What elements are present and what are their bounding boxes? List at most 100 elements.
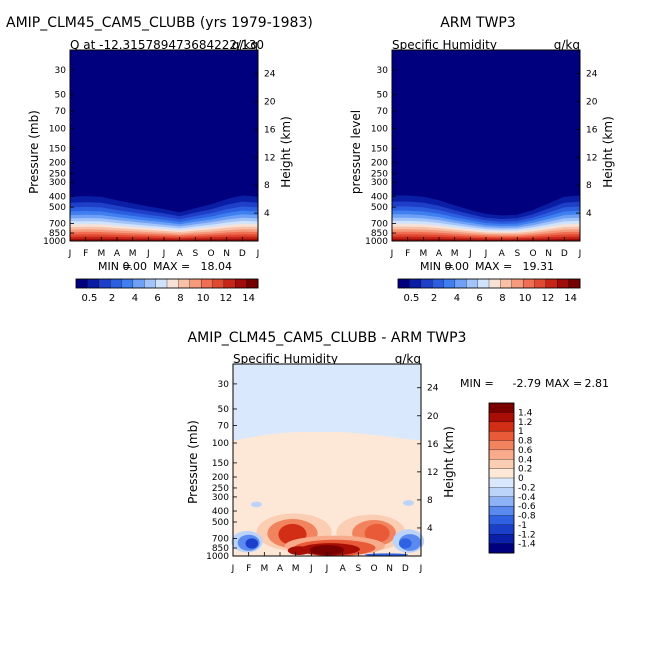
xtick-label: J [419, 564, 423, 574]
panel-obs: ARM TWP3 Specific Humidity g/kg 30 50 70 10… [349, 15, 615, 304]
colorbar-swatch [545, 278, 558, 289]
xtick-label: A [177, 249, 184, 259]
panel-obs-ylabel: pressure level [349, 110, 363, 194]
panel-model-max-value: 18.04 [201, 260, 233, 273]
ytick-right-label: 24 [264, 70, 276, 80]
colorbar-swatch [98, 278, 111, 289]
ytick-right-label: 4 [427, 524, 433, 534]
xtick-label: D [561, 249, 568, 259]
ytick-right-label: 20 [586, 98, 598, 108]
ytick-label: 50 [218, 405, 230, 415]
ytick-label: 30 [55, 66, 67, 76]
colorbar-frame [397, 278, 581, 289]
colorbar-label: 0.4 [518, 455, 533, 465]
panel-model-max-label: MAX = [153, 260, 190, 273]
contour-blob [245, 538, 259, 549]
xtick-label: J [390, 249, 394, 259]
panel-obs-max-label: MAX = [475, 260, 512, 273]
panel-obs-min-label: MIN = [420, 260, 454, 273]
panel-diff-units: g/kg [395, 352, 421, 366]
xtick-label: A [499, 249, 506, 259]
colorbar-swatch [121, 278, 134, 289]
panel-obs-min-value: 0.00 [445, 260, 470, 273]
ytick-right-label: 12 [586, 153, 597, 163]
ytick-label: 200 [49, 158, 66, 168]
colorbar-swatch [155, 278, 168, 289]
panel-diff: AMIP_CLM45_CAM5_CLUBB - ARM TWP3 Specifi… [186, 330, 609, 574]
colorbar-swatch [568, 278, 581, 289]
panel-model-ylabel-right: Height (km) [279, 116, 293, 187]
colorbar-label: 6 [476, 293, 482, 304]
ytick-right-label: 12 [264, 153, 275, 163]
ytick-right-label: 24 [586, 70, 598, 80]
ytick-right-label: 8 [264, 181, 270, 191]
colorbar-swatch [488, 477, 515, 488]
xtick-label: M [129, 249, 137, 259]
colorbar-swatch [488, 459, 515, 470]
ytick-label: 200 [212, 473, 229, 483]
ytick-label: 50 [377, 91, 389, 101]
colorbar-swatch [488, 440, 515, 451]
panel-diff-max-label: MAX = [545, 377, 582, 390]
xtick-label: F [405, 249, 410, 259]
colorbar-label: 0 [518, 474, 524, 484]
colorbar-label: 1.4 [518, 408, 533, 418]
xtick-label: J [578, 249, 582, 259]
colorbar-swatch [397, 278, 410, 289]
panel-model-colorbar: 0.5 2 4 6 8 10 12 14 [75, 278, 259, 304]
xtick-label: N [223, 249, 230, 259]
colorbar-label: -1.4 [518, 540, 536, 550]
ytick-label: 1000 [206, 552, 229, 562]
colorbar-label: 2 [109, 293, 115, 304]
colorbar-label: 8 [499, 293, 505, 304]
ytick-label: 1000 [365, 237, 388, 247]
colorbar-swatch [409, 278, 422, 289]
ytick-label: 150 [212, 459, 229, 469]
ytick-label: 700 [49, 220, 66, 230]
ytick-right-label: 4 [586, 209, 592, 219]
colorbar-swatch [189, 278, 202, 289]
xtick-label: A [436, 249, 443, 259]
colorbar-swatch [200, 278, 213, 289]
xtick-label: J [484, 249, 488, 259]
ytick-label: 400 [49, 192, 66, 202]
colorbar-swatch [488, 412, 515, 423]
ytick-right-label: 16 [264, 125, 276, 135]
colorbar-label: 0.5 [403, 293, 419, 304]
colorbar-swatch [488, 430, 515, 441]
colorbar-swatch [488, 468, 515, 479]
xtick-label: J [256, 249, 260, 259]
colorbar-swatch [420, 278, 433, 289]
colorbar-swatch [109, 278, 122, 289]
ytick-label: 70 [377, 107, 389, 117]
ytick-label: 100 [212, 439, 229, 449]
colorbar-label: -1.2 [518, 530, 536, 540]
xtick-label: F [83, 249, 88, 259]
xtick-label: M [97, 249, 105, 259]
ytick-label: 850 [49, 229, 66, 239]
panel-model: AMIP_CLM45_CAM5_CLUBB (yrs 1979-1983) Q … [6, 15, 313, 304]
colorbar-swatch [488, 515, 515, 526]
ytick-label: 300 [371, 178, 388, 188]
panel-obs-max-value: 19.31 [523, 260, 555, 273]
panel-diff-colorbar: 1.41.210.80.60.40.20-0.2-0.4-0.6-0.8-1-1… [488, 402, 536, 554]
colorbar-label: -0.6 [518, 502, 536, 512]
colorbar-swatch [178, 278, 191, 289]
colorbar-label: -0.2 [518, 483, 536, 493]
colorbar-swatch [144, 278, 157, 289]
colorbar-label: 2 [431, 293, 437, 304]
colorbar-label: 12 [220, 293, 233, 304]
ytick-label: 500 [49, 203, 66, 213]
colorbar-swatch [534, 278, 547, 289]
panel-diff-subtitle: Specific Humidity [233, 352, 338, 366]
colorbar-swatch [511, 278, 524, 289]
xtick-label: O [529, 249, 536, 259]
xtick-label: O [370, 564, 377, 574]
ytick-label: 70 [218, 421, 230, 431]
colorbar-swatch [246, 278, 259, 289]
colorbar-label: -0.4 [518, 493, 536, 503]
colorbar-swatch [454, 278, 467, 289]
contour-blob [364, 553, 409, 556]
